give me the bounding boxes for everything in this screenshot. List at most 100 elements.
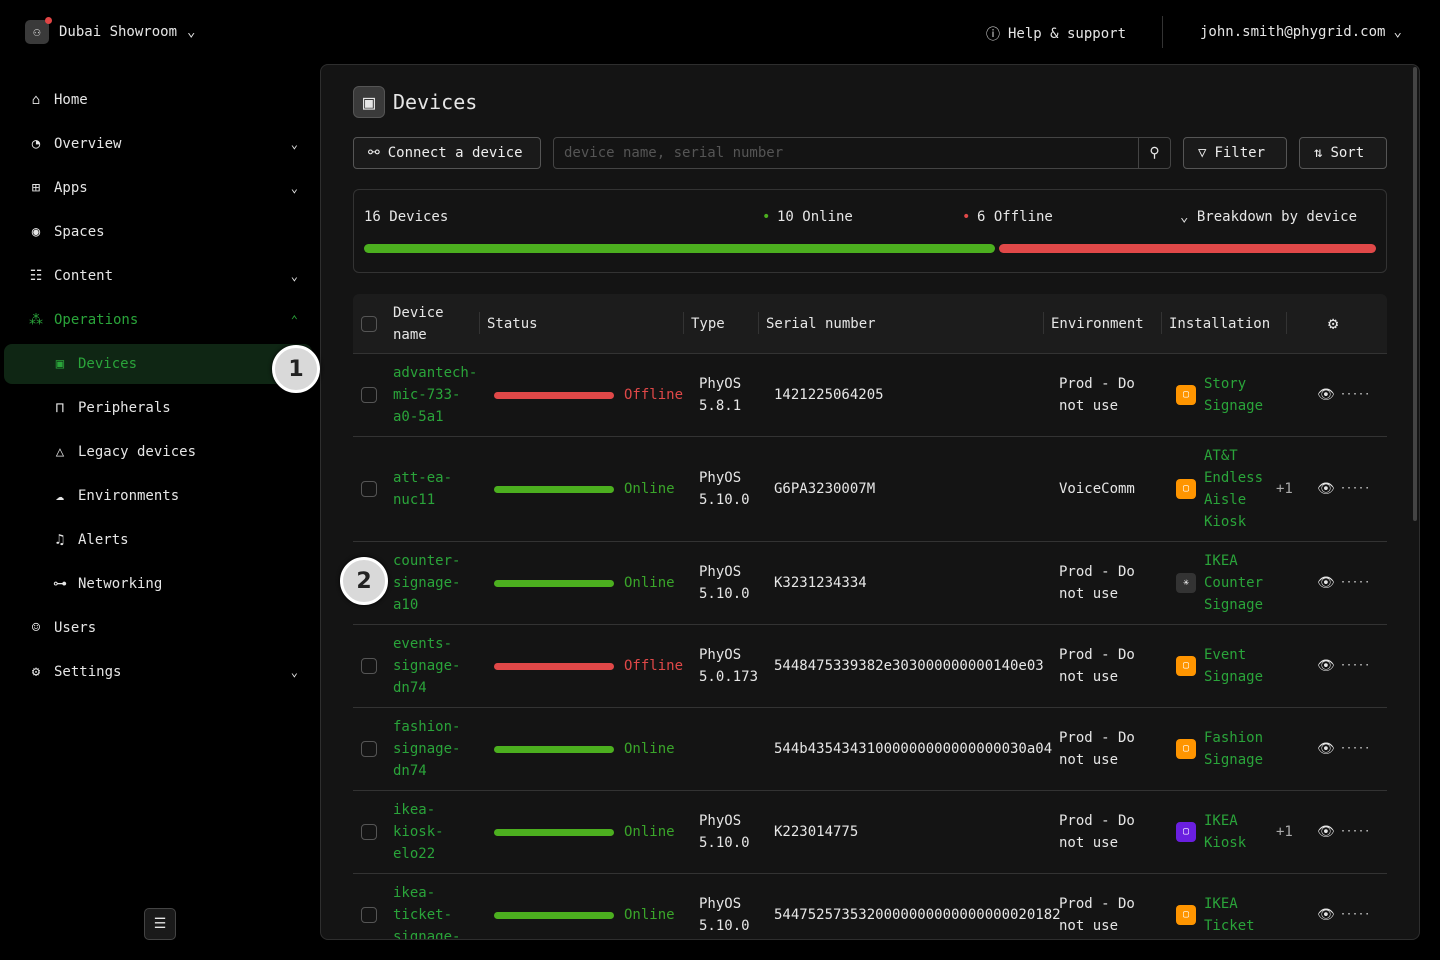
serial-number: 1421225064205 — [774, 387, 884, 403]
table-row[interactable]: ikea-kiosk-elo22 Online PhyOS 5.10.0 K22… — [353, 791, 1387, 874]
sort-button[interactable]: ⇅ Sort — [1299, 137, 1387, 169]
column-header-installation[interactable]: Installation — [1169, 315, 1271, 332]
breakdown-toggle[interactable]: ⌄ Breakdown by device — [1180, 209, 1358, 225]
view-icon[interactable]: 👁︎ — [1317, 824, 1335, 840]
more-options-icon[interactable]: ····· — [1340, 909, 1371, 920]
device-name-link[interactable]: att-ea-nuc11 — [393, 470, 453, 508]
view-icon[interactable]: 👁︎ — [1317, 907, 1335, 923]
more-options-icon[interactable]: ····· — [1340, 660, 1371, 671]
sidebar-item-legacy-devices[interactable]: △ Legacy devices — [0, 430, 316, 474]
more-options-icon[interactable]: ····· — [1340, 743, 1371, 754]
view-icon[interactable]: 👁︎ — [1317, 387, 1335, 403]
column-header-status[interactable]: Status — [487, 315, 538, 332]
search-input[interactable] — [554, 138, 1138, 168]
status: Online — [494, 904, 675, 926]
user-icon: ⚇ — [33, 25, 41, 39]
help-link[interactable]: ⓘ Help & support — [986, 24, 1126, 44]
status-bar — [494, 579, 614, 587]
sidebar-item-content[interactable]: ☷ Content ⌄ — [0, 254, 316, 298]
more-options-icon[interactable]: ····· — [1340, 389, 1371, 400]
more-options-icon[interactable]: ····· — [1340, 577, 1371, 588]
table-row[interactable]: fashion-signage-dn74 Online 544b43543431… — [353, 708, 1387, 791]
sidebar-item-users[interactable]: ☺ Users — [0, 606, 316, 650]
collapse-sidebar-button[interactable]: ☰ — [144, 908, 176, 940]
sidebar-item-environments[interactable]: ☁ Environments — [0, 474, 316, 518]
installation-link[interactable]: Story Signage — [1204, 376, 1264, 414]
sidebar: ⌂ Home ◔ Overview ⌄ ⊞ Apps ⌄ ◉ Spaces ☷ Content ⌄ ⁂ Op… — [0, 78, 316, 694]
org-switcher[interactable]: ⚇ Dubai Showroom ⌄ — [25, 17, 195, 44]
row-checkbox[interactable] — [361, 824, 377, 840]
row-checkbox[interactable] — [361, 481, 377, 497]
serial-number: 544b43543431000000000000000030a04 — [774, 741, 1053, 757]
installation-link[interactable]: AT&T Endless Aisle Kiosk — [1204, 448, 1264, 530]
device-name-link[interactable]: events-signage-dn74 — [393, 636, 461, 696]
device-name-link[interactable]: advantech-mic-733-a0-5a1 — [393, 365, 478, 425]
table-row[interactable]: att-ea-nuc11 Online PhyOS 5.10.0 G6PA323… — [353, 437, 1387, 542]
more-options-icon[interactable]: ····· — [1340, 483, 1371, 494]
more-options-icon[interactable]: ····· — [1340, 826, 1371, 837]
view-icon[interactable]: 👁︎ — [1317, 658, 1335, 674]
installation-link[interactable]: Fashion Signage — [1204, 730, 1264, 768]
device-name-link[interactable]: ikea-ticket-signage- — [393, 885, 461, 940]
device-count: 16 Devices — [364, 209, 449, 225]
table-row[interactable]: ikea-ticket-signage- Online PhyOS 5.10.0… — [353, 874, 1387, 940]
installation-app-icon: ▢ — [1176, 822, 1196, 842]
sidebar-item-devices[interactable]: ▣ Devices — [4, 344, 312, 384]
status-bar — [494, 662, 614, 670]
view-icon[interactable]: 👁︎ — [1317, 575, 1335, 591]
search-field: ⚲ — [553, 137, 1171, 169]
top-bar: ⚇ Dubai Showroom ⌄ ⓘ Help & support john.… — [0, 0, 1440, 64]
avatar: ⚇ — [25, 17, 52, 44]
installation-link[interactable]: Event Signage — [1204, 647, 1264, 685]
column-header-device-name[interactable]: Device name — [393, 304, 444, 343]
sidebar-item-networking[interactable]: ⊶ Networking — [0, 562, 316, 606]
select-all-checkbox[interactable] — [361, 315, 377, 332]
search-icon: ⚲ — [1149, 145, 1160, 161]
view-icon[interactable]: 👁︎ — [1317, 481, 1335, 497]
filter-label: Filter — [1214, 145, 1266, 161]
table-row[interactable]: events-signage-dn74 Offline PhyOS 5.0.17… — [353, 625, 1387, 708]
connect-device-button[interactable]: ⚯ Connect a device — [353, 137, 541, 169]
chevron-down-icon: ⌄ — [290, 269, 298, 283]
search-button[interactable]: ⚲ — [1138, 138, 1170, 168]
device-name-link[interactable]: counter-signage-a10 — [393, 553, 461, 613]
environment: Prod - Do not use — [1059, 647, 1135, 685]
device-type: PhyOS 5.0.173 — [699, 647, 759, 685]
notification-dot — [45, 17, 52, 24]
sidebar-item-home[interactable]: ⌂ Home — [0, 78, 316, 122]
installation-link[interactable]: IKEA Ticket — [1204, 896, 1255, 934]
user-menu[interactable]: john.smith@phygrid.com ⌄ — [1200, 24, 1402, 40]
row-checkbox[interactable] — [361, 907, 377, 923]
sidebar-item-label: Spaces — [54, 224, 105, 240]
column-header-environment[interactable]: Environment — [1051, 315, 1144, 332]
plug-icon: ⊓ — [55, 400, 65, 416]
sidebar-item-apps[interactable]: ⊞ Apps ⌄ — [0, 166, 316, 210]
installation-link[interactable]: IKEA Kiosk — [1204, 813, 1247, 851]
device-name-link[interactable]: fashion-signage-dn74 — [393, 719, 461, 779]
row-checkbox[interactable] — [361, 741, 377, 757]
filter-button[interactable]: ▽ Filter — [1183, 137, 1287, 169]
sidebar-item-label: Operations — [54, 312, 139, 328]
status-bar — [494, 485, 614, 493]
column-settings-icon[interactable]: ⚙ — [1328, 313, 1339, 334]
row-checkbox[interactable] — [361, 658, 377, 674]
table-row[interactable]: advantech-mic-733-a0-5a1 Offline PhyOS 5… — [353, 354, 1387, 437]
view-icon[interactable]: 👁︎ — [1317, 741, 1335, 757]
sidebar-item-operations[interactable]: ⁂ Operations ⌃ — [0, 298, 316, 342]
sidebar-item-spaces[interactable]: ◉ Spaces — [0, 210, 316, 254]
row-checkbox[interactable] — [361, 387, 377, 403]
column-header-serial-number[interactable]: Serial number — [766, 315, 876, 332]
sidebar-item-alerts[interactable]: ♫ Alerts — [0, 518, 316, 562]
online-count: 10 Online — [777, 209, 853, 225]
sidebar-item-peripherals[interactable]: ⊓ Peripherals — [0, 386, 316, 430]
installation-link[interactable]: IKEA Counter Signage — [1204, 553, 1264, 613]
column-divider — [479, 312, 480, 334]
sidebar-item-settings[interactable]: ⚙ Settings ⌄ — [0, 650, 316, 694]
scrollbar[interactable] — [1413, 67, 1417, 521]
table-row[interactable]: counter-signage-a10 Online PhyOS 5.10.0 … — [353, 542, 1387, 625]
device-type: PhyOS 5.10.0 — [699, 470, 750, 508]
chevron-down-icon: ⌄ — [290, 665, 298, 679]
column-header-type[interactable]: Type — [691, 315, 725, 332]
sidebar-item-overview[interactable]: ◔ Overview ⌄ — [0, 122, 316, 166]
device-name-link[interactable]: ikea-kiosk-elo22 — [393, 802, 444, 862]
